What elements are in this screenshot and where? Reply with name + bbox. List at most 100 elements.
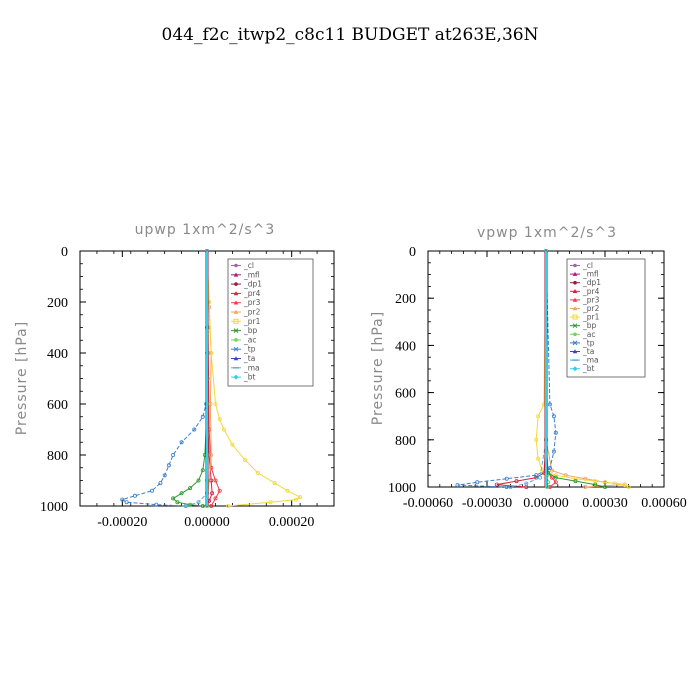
vpwp-legend-marker	[572, 314, 578, 320]
vpwp-series-line-tp	[457, 250, 557, 488]
upwp-x-tick-label: 0.00000	[184, 515, 230, 530]
upwp-y-tick-label: 200	[47, 296, 68, 311]
upwp-point-bp	[171, 496, 176, 501]
upwp-point-pr1	[255, 470, 260, 475]
vpwp-y-tick-label: 0	[409, 245, 416, 260]
vpwp-point-pr1	[626, 484, 631, 489]
upwp-y-ticks: 0 200 400 600 800 1000	[40, 245, 334, 515]
upwp-point-tp	[120, 497, 125, 502]
vpwp-x-tick-label: 0.00030	[582, 496, 628, 511]
upwp-legend-label: _pr2	[243, 308, 261, 317]
vpwp-point-tp	[547, 466, 552, 471]
upwp-legend-label: _bt	[243, 373, 256, 382]
upwp-point-pr4	[210, 491, 215, 496]
vpwp-point-pr1	[536, 456, 541, 461]
upwp-point-bp	[196, 478, 201, 483]
vpwp-legend-label: _pr2	[582, 304, 600, 313]
upwp-legend-label: _pr4	[243, 289, 261, 298]
upwp-x-tick-label: -0.00020	[97, 515, 147, 530]
upwp-legend-marker	[233, 291, 239, 296]
vpwp-point-bp	[573, 479, 578, 484]
vpwp-legend-label: _ta	[582, 347, 594, 356]
upwp-point-bp	[188, 486, 193, 491]
upwp-legend-marker	[233, 328, 239, 333]
upwp-x-tick-label: 0.00020	[269, 515, 315, 530]
vpwp-point-bp	[603, 484, 608, 489]
vpwp-y-tick-label: 800	[395, 434, 416, 449]
upwp-panel: upwp 1xm^2/s^3 Pressure [hPa] -0.00020 0.…	[14, 222, 335, 530]
upwp-point-pr1	[230, 442, 235, 447]
vpwp-series	[455, 248, 631, 489]
vpwp-point-tp	[534, 473, 539, 478]
upwp-y-tick-label: 600	[47, 398, 68, 413]
upwp-point-bp	[200, 468, 205, 473]
vpwp-point-pr1	[534, 437, 539, 442]
upwp-point-tp	[158, 481, 163, 486]
vpwp-legend-label: _bt	[582, 364, 595, 373]
vpwp-series-line-ma	[510, 251, 547, 488]
vpwp-point-pr4	[514, 479, 519, 484]
upwp-point-ma	[196, 500, 201, 505]
upwp-legend-marker	[234, 263, 238, 268]
vpwp-legend-box	[566, 258, 646, 378]
upwp-point-bp	[175, 500, 180, 505]
upwp-point-pr1	[293, 497, 298, 502]
upwp-legend-label: _ac	[243, 335, 256, 344]
upwp-legend-label: _ta	[243, 354, 255, 363]
upwp-legend-marker	[234, 338, 238, 342]
upwp-legend-marker	[233, 374, 239, 380]
upwp-legend-label: _ma	[243, 363, 260, 372]
vpwp-legend-marker	[572, 340, 578, 346]
upwp-point-pr1	[298, 495, 303, 500]
vpwp-legend-marker	[572, 349, 578, 354]
upwp-point-tp	[200, 414, 205, 419]
vpwp-y-tick-label: 400	[395, 339, 416, 354]
upwp-legend-box	[227, 258, 314, 387]
upwp-point-tp	[192, 427, 197, 432]
upwp-legend-label: _pr3	[243, 298, 261, 307]
vpwp-point-bp	[553, 475, 558, 480]
vpwp-legend-label: _tp	[582, 338, 595, 347]
vpwp-point-bp	[593, 482, 598, 487]
upwp-point-bp	[200, 503, 205, 508]
vpwp-point-pr2	[583, 484, 588, 489]
upwp-legend-label: _tp	[243, 345, 256, 354]
upwp-point-tp	[149, 488, 154, 493]
vpwp-point-tp	[455, 483, 460, 488]
upwp-point-pr3	[209, 503, 214, 508]
upwp-series-line-tp	[121, 250, 208, 507]
upwp-panel-title: upwp 1xm^2/s^3	[135, 222, 276, 238]
vpwp-legend-label: _pr3	[582, 295, 600, 304]
figure-title: 044_f2c_itwp2_c8c11 BUDGET at263E,36N	[162, 25, 539, 45]
vpwp-panel: vpwp 1xm^2/s^3 Pressure [hPa] -0.00060 -0…	[370, 225, 687, 511]
upwp-point-pr1	[272, 481, 277, 486]
upwp-legend-label: _bp	[243, 326, 258, 335]
vpwp-legend-marker	[572, 289, 578, 294]
upwp-point-pr1	[213, 401, 218, 406]
vpwp-point-ma	[538, 475, 543, 480]
vpwp-y-tick-label: 600	[395, 387, 416, 402]
vpwp-legend: _cl_mfl_dp1_pr4_pr3_pr2_pr1_bp_ac_tp_ta_…	[566, 258, 646, 378]
upwp-point-tp	[171, 452, 176, 457]
vpwp-legend-label: _ac	[582, 330, 595, 339]
vpwp-x-tick-label: 0.00060	[641, 496, 687, 511]
upwp-legend-marker	[233, 318, 239, 324]
vpwp-point-ma	[508, 484, 513, 489]
vpwp-point-pr1	[536, 414, 541, 419]
upwp-series-line-ma	[185, 251, 208, 507]
upwp-point-pr1	[221, 427, 226, 432]
upwp-point-tp	[179, 440, 184, 445]
vpwp-point-pr1	[540, 468, 545, 473]
upwp-point-ma	[183, 503, 188, 508]
upwp-y-axis-label: Pressure [hPa]	[14, 321, 30, 435]
upwp-legend-label: _pr1	[243, 317, 261, 326]
upwp-series-line-bp	[172, 251, 208, 507]
upwp-legend-marker	[234, 282, 238, 286]
upwp-y-tick-label: 0	[61, 245, 68, 260]
vpwp-panel-title: vpwp 1xm^2/s^3	[477, 225, 617, 241]
vpwp-point-pr2	[549, 468, 554, 473]
upwp-point-tp	[162, 473, 167, 478]
upwp-point-pr1	[226, 503, 231, 508]
vpwp-legend-label: _dp1	[582, 278, 601, 287]
